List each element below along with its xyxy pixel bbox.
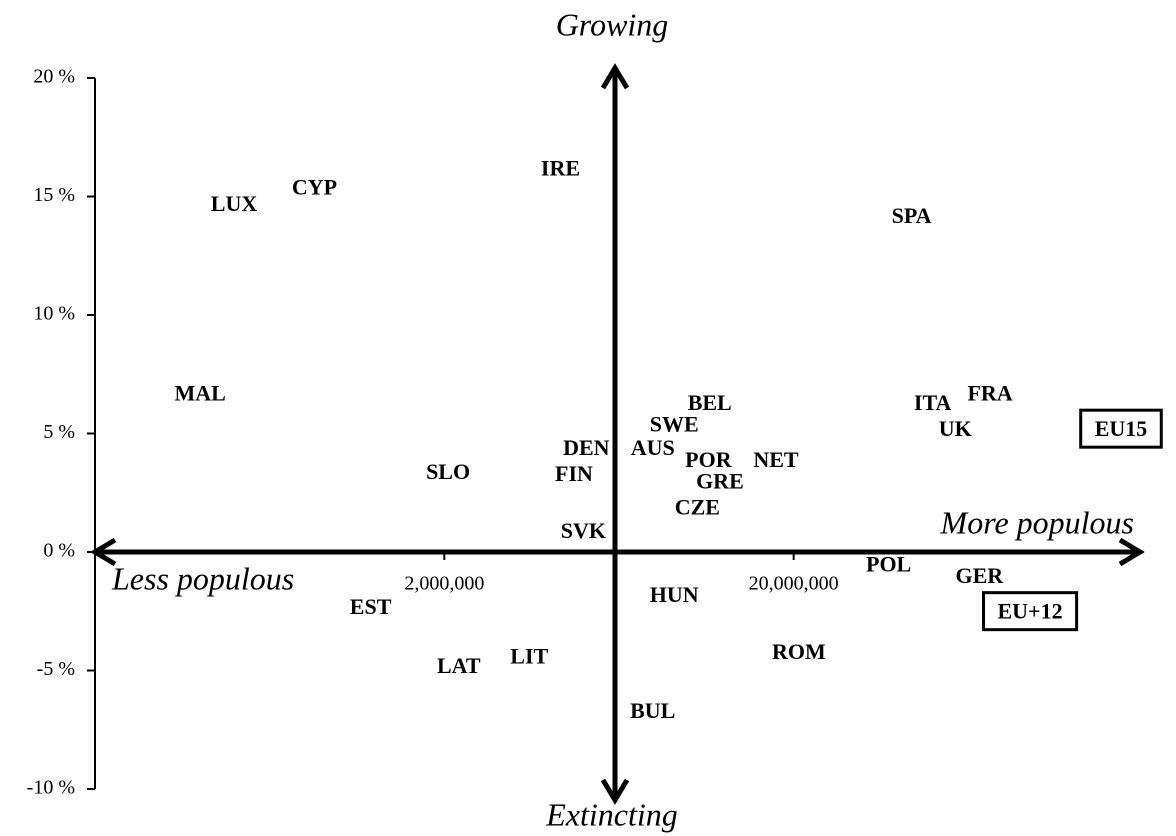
point-label: LUX xyxy=(211,191,258,216)
point-label: LAT xyxy=(437,653,481,678)
point-label: SLO xyxy=(426,459,470,484)
point-label: FIN xyxy=(555,461,593,486)
point-label: ITA xyxy=(914,390,952,415)
point-label: UK xyxy=(939,416,972,441)
point-label: DEN xyxy=(563,435,610,460)
point-label: POR xyxy=(685,447,733,472)
point-label: SVK xyxy=(561,518,606,543)
point-label: CZE xyxy=(675,494,720,519)
point-label: GER xyxy=(955,563,1004,588)
point-label: GRE xyxy=(696,468,744,493)
y-tick-label: -5 % xyxy=(37,658,75,680)
y-tick-label: 20 % xyxy=(33,66,75,88)
point-label: SWE xyxy=(650,411,699,436)
point-label: NET xyxy=(753,447,799,472)
annotation: Extincting xyxy=(545,796,678,832)
y-arrow-tail xyxy=(600,778,630,805)
annotation: Growing xyxy=(556,6,669,42)
point-label: LIT xyxy=(510,644,548,669)
point-label: AUS xyxy=(631,435,675,460)
point-label: MAL xyxy=(174,381,225,406)
annotation: More populous xyxy=(940,504,1134,540)
x-tick-label: 2,000,000 xyxy=(404,573,484,595)
point-label: EST xyxy=(350,594,392,619)
point-label: HUN xyxy=(650,582,699,607)
y-tick-label: -10 % xyxy=(27,777,75,799)
point-label: SPA xyxy=(892,203,932,228)
y-tick-label: 5 % xyxy=(43,421,75,443)
point-label: FRA xyxy=(967,381,1012,406)
label-box xyxy=(1079,408,1163,449)
point-label: POL xyxy=(866,551,911,576)
point-label: BUL xyxy=(630,698,675,723)
point-label: BEL xyxy=(688,390,732,415)
x-arrow-head xyxy=(1118,537,1145,567)
y-tick-label: 0 % xyxy=(43,540,75,562)
label-box xyxy=(982,591,1079,632)
point-label: EU15 xyxy=(1095,416,1148,441)
y-tick-label: 10 % xyxy=(33,303,75,325)
x-tick-label: 20,000,000 xyxy=(749,573,839,595)
annotation: Less populous xyxy=(111,560,294,596)
y-tick-label: 15 % xyxy=(33,184,75,206)
point-label: EU+12 xyxy=(998,599,1063,624)
point-label: ROM xyxy=(772,639,826,664)
point-label: IRE xyxy=(541,155,580,180)
point-label: CYP xyxy=(292,174,337,199)
y-arrow-head xyxy=(600,63,630,90)
